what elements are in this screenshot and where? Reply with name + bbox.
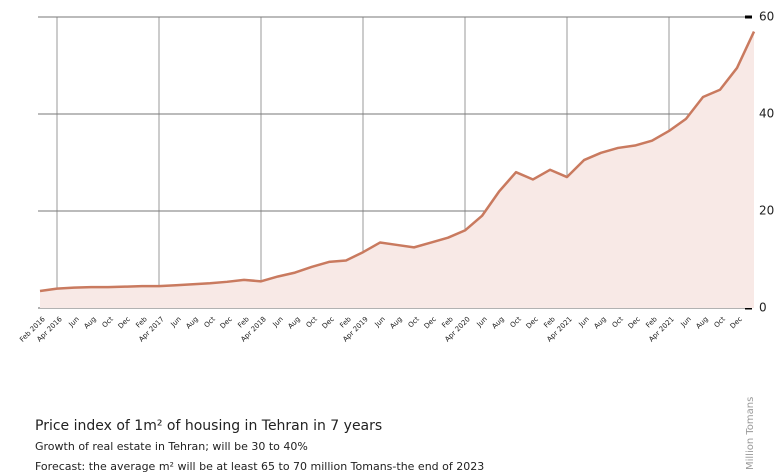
y-tick-label: 40	[759, 107, 774, 121]
x-tick-label: Oct	[101, 315, 115, 329]
x-tick-label: Jun	[373, 315, 387, 329]
x-tick-label: Aug	[83, 315, 98, 330]
x-tick-label: Oct	[203, 315, 217, 329]
x-tick-label: Dec	[729, 315, 744, 330]
x-tick-label: Aug	[593, 315, 608, 330]
x-tick-label: Oct	[509, 315, 523, 329]
x-tick-label: Aug	[389, 315, 404, 330]
chart-title: Price index of 1m² of housing in Tehran …	[35, 418, 382, 434]
x-tick-label: Jun	[577, 315, 591, 329]
x-tick-label: Dec	[117, 315, 132, 330]
x-tick-label: Dec	[627, 315, 642, 330]
x-tick-label: Jun	[169, 315, 183, 329]
x-tick-label: Oct	[305, 315, 319, 329]
x-tick-label: Dec	[219, 315, 234, 330]
y-axis-label: Million Tomans	[745, 397, 756, 470]
x-tick-label: Aug	[287, 315, 302, 330]
x-tick-label: Dec	[321, 315, 336, 330]
x-tick-label: Dec	[423, 315, 438, 330]
x-tick-label: Aug	[695, 315, 710, 330]
x-tick-label: Jun	[67, 315, 81, 329]
y-tick-label: 60	[759, 10, 774, 24]
area	[40, 31, 754, 309]
x-tick-label: Aug	[185, 315, 200, 330]
x-tick-label: Aug	[491, 315, 506, 330]
x-tick-label: Dec	[525, 315, 540, 330]
line	[39, 31, 756, 293]
x-tick-label: Oct	[407, 315, 421, 329]
x-tick-label: Jun	[271, 315, 285, 329]
x-tick-label: Oct	[713, 315, 727, 329]
chart-subtitle: Growth of real estate in Tehran; will be…	[35, 440, 308, 453]
chart-note: Forecast: the average m² will be at leas…	[35, 460, 484, 473]
x-tick-label: Jun	[679, 315, 693, 329]
x-tick-label: Oct	[611, 315, 625, 329]
y-tick-label: 20	[759, 204, 774, 218]
x-tick-label: Jun	[475, 315, 489, 329]
y-tick-label: 0	[759, 301, 767, 315]
